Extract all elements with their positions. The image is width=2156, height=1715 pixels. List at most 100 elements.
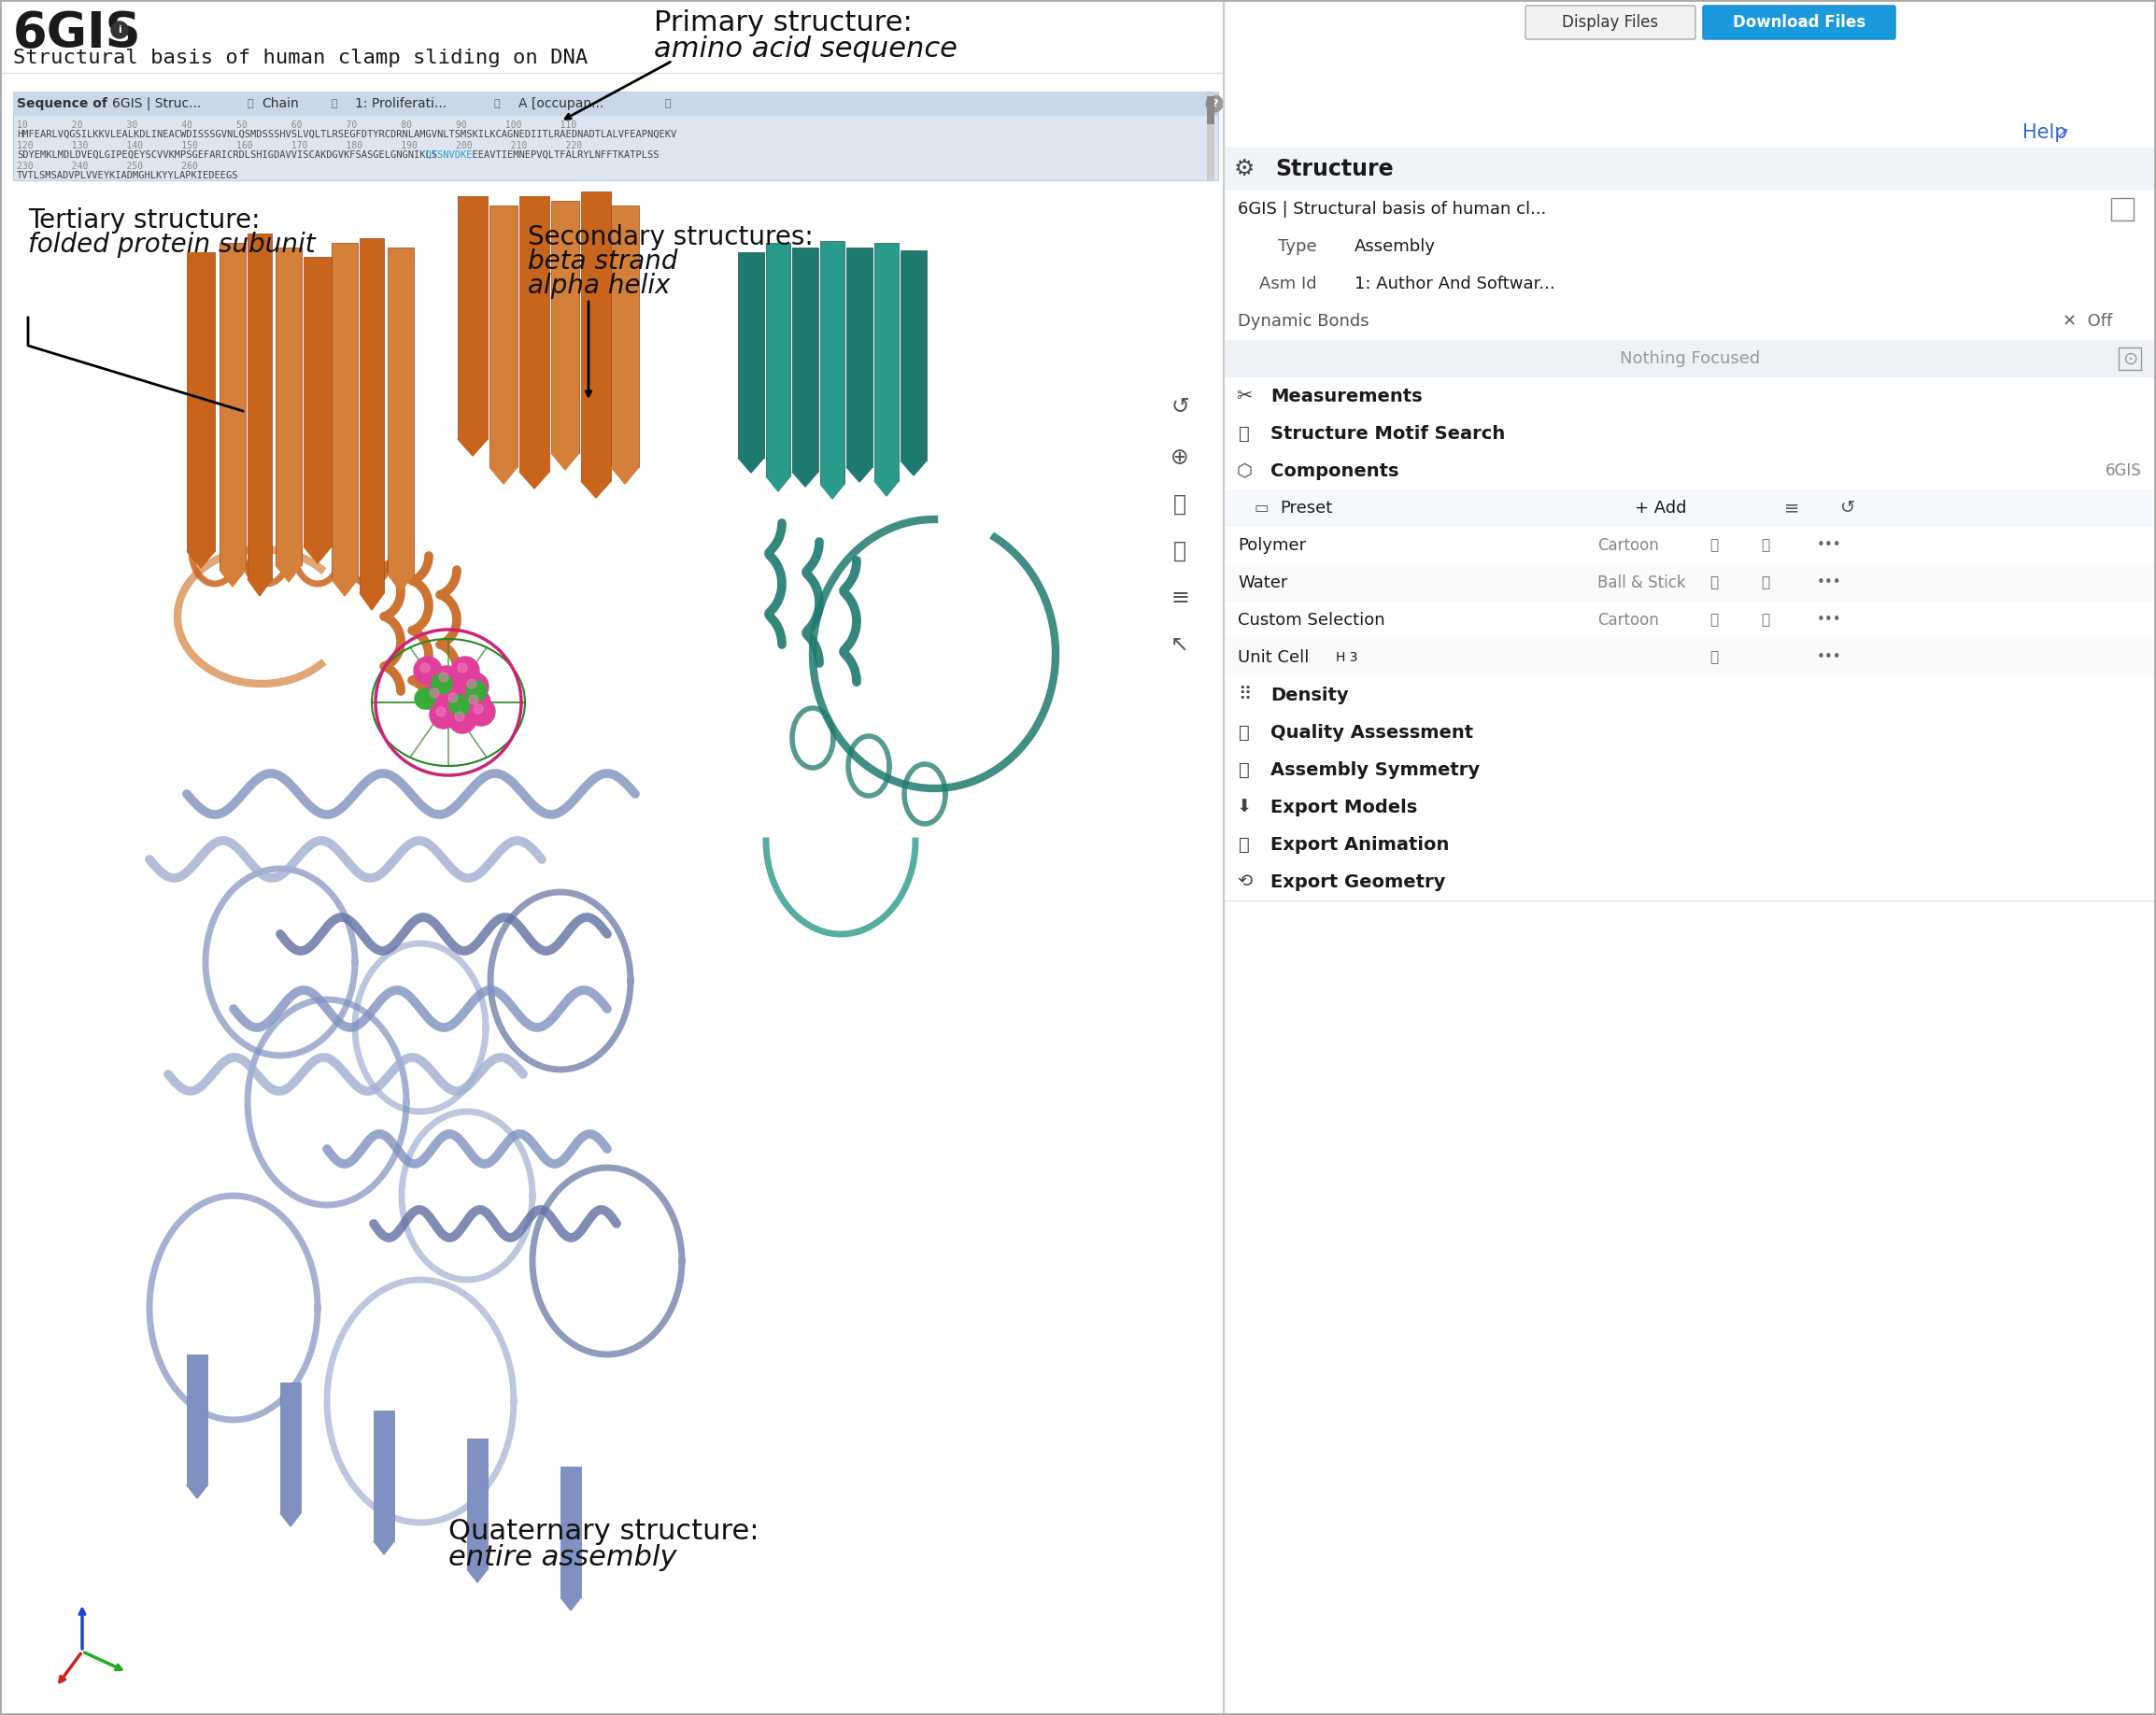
Polygon shape	[552, 453, 580, 470]
Circle shape	[112, 22, 127, 38]
Circle shape	[414, 688, 436, 708]
Circle shape	[429, 700, 457, 729]
Bar	[1225, 602, 2156, 640]
Text: amino acid sequence: amino acid sequence	[653, 36, 957, 62]
Circle shape	[474, 705, 483, 713]
Text: Cartoon: Cartoon	[1598, 537, 1658, 554]
Bar	[1225, 340, 2156, 377]
Circle shape	[414, 657, 442, 684]
FancyBboxPatch shape	[1526, 5, 1695, 39]
Text: Structure: Structure	[1274, 158, 1393, 180]
Bar	[1225, 489, 2156, 527]
Text: ⟲: ⟲	[1238, 873, 1253, 890]
Text: Secondary structures:: Secondary structures:	[528, 225, 813, 250]
Text: Cartoon: Cartoon	[1598, 612, 1658, 629]
Text: ?: ?	[1212, 99, 1218, 108]
Polygon shape	[304, 547, 332, 563]
Circle shape	[431, 674, 453, 695]
Text: 👁: 👁	[1710, 614, 1718, 628]
Text: Asm Id: Asm Id	[1259, 276, 1317, 292]
Text: i: i	[119, 26, 121, 34]
Bar	[1207, 91, 1214, 180]
Text: Assembly: Assembly	[1354, 238, 1436, 256]
Text: Help: Help	[2022, 123, 2068, 142]
Text: Assembly Symmetry: Assembly Symmetry	[1270, 761, 1479, 779]
Bar	[1225, 863, 2156, 900]
Text: ⬇: ⬇	[1238, 797, 1253, 816]
Bar	[1225, 0, 2156, 1715]
Bar	[457, 196, 487, 439]
Text: ↺: ↺	[1841, 499, 1856, 516]
Bar	[188, 252, 216, 551]
Text: Unit Cell: Unit Cell	[1238, 650, 1309, 665]
Circle shape	[448, 695, 470, 715]
Polygon shape	[819, 484, 845, 499]
Text: Download Files: Download Files	[1733, 14, 1865, 31]
Text: Water: Water	[1238, 575, 1287, 592]
Bar	[1225, 640, 2156, 676]
Polygon shape	[360, 593, 384, 611]
Bar	[13, 91, 1218, 180]
Text: 🔍: 🔍	[1240, 425, 1250, 442]
Circle shape	[1205, 96, 1222, 111]
Circle shape	[442, 686, 470, 715]
Bar	[610, 206, 638, 466]
Circle shape	[423, 683, 451, 710]
Text: ↗: ↗	[2057, 125, 2070, 139]
Text: Custom Selection: Custom Selection	[1238, 612, 1384, 629]
Polygon shape	[468, 1569, 487, 1583]
Text: entire assembly: entire assembly	[448, 1544, 677, 1571]
Circle shape	[461, 688, 489, 717]
Bar	[468, 1439, 487, 1569]
Polygon shape	[457, 439, 487, 456]
Text: 🗑: 🗑	[1761, 539, 1770, 552]
Text: ⬧: ⬧	[664, 99, 671, 108]
Polygon shape	[489, 466, 517, 484]
Bar	[520, 196, 550, 472]
Bar	[0, 0, 1225, 1715]
Text: 6GIS | Structural basis of human cl...: 6GIS | Structural basis of human cl...	[1238, 201, 1546, 218]
Bar	[2119, 348, 2141, 370]
Text: ✕  Off: ✕ Off	[2063, 312, 2113, 329]
Circle shape	[457, 664, 468, 672]
Polygon shape	[188, 1485, 207, 1499]
Bar	[1225, 713, 2156, 751]
Text: A [occupan...: A [occupan...	[517, 98, 604, 110]
Bar	[1225, 676, 2156, 713]
Bar	[737, 252, 763, 458]
Text: ⬧: ⬧	[332, 99, 338, 108]
Circle shape	[468, 698, 496, 725]
Text: •••: •••	[1818, 614, 1841, 628]
Circle shape	[461, 672, 489, 700]
Polygon shape	[332, 580, 358, 595]
Bar	[248, 233, 272, 580]
Text: Ball & Stick: Ball & Stick	[1598, 575, 1686, 592]
Text: Structure Motif Search: Structure Motif Search	[1270, 425, 1505, 442]
Text: 🎬: 🎬	[1240, 835, 1250, 854]
Text: Display Files: Display Files	[1563, 14, 1658, 31]
Text: ⬧: ⬧	[494, 99, 500, 108]
Polygon shape	[737, 458, 763, 473]
Text: 6GIS: 6GIS	[13, 9, 142, 58]
Bar	[1225, 825, 2156, 863]
Bar	[1225, 377, 2156, 415]
Text: 🚫: 🚫	[1710, 576, 1718, 590]
Bar	[765, 244, 791, 477]
Text: Components: Components	[1270, 461, 1399, 480]
Polygon shape	[220, 569, 246, 587]
Text: Preset: Preset	[1281, 499, 1332, 516]
FancyBboxPatch shape	[1703, 5, 1895, 39]
Circle shape	[420, 664, 429, 672]
Text: Polymer: Polymer	[1238, 537, 1307, 554]
Text: beta strand: beta strand	[528, 249, 677, 274]
Bar	[1225, 527, 2156, 564]
Text: Export Models: Export Models	[1270, 797, 1416, 816]
Text: H 3: H 3	[1337, 652, 1358, 664]
Text: QTSNVDKE: QTSNVDKE	[17, 151, 472, 159]
Bar	[360, 238, 384, 593]
Text: Density: Density	[1270, 686, 1348, 703]
Text: 🧩: 🧩	[1240, 761, 1250, 779]
Circle shape	[433, 665, 461, 695]
Text: Structural basis of human clamp sliding on DNA: Structural basis of human clamp sliding …	[13, 48, 589, 67]
Bar	[1225, 266, 2156, 302]
